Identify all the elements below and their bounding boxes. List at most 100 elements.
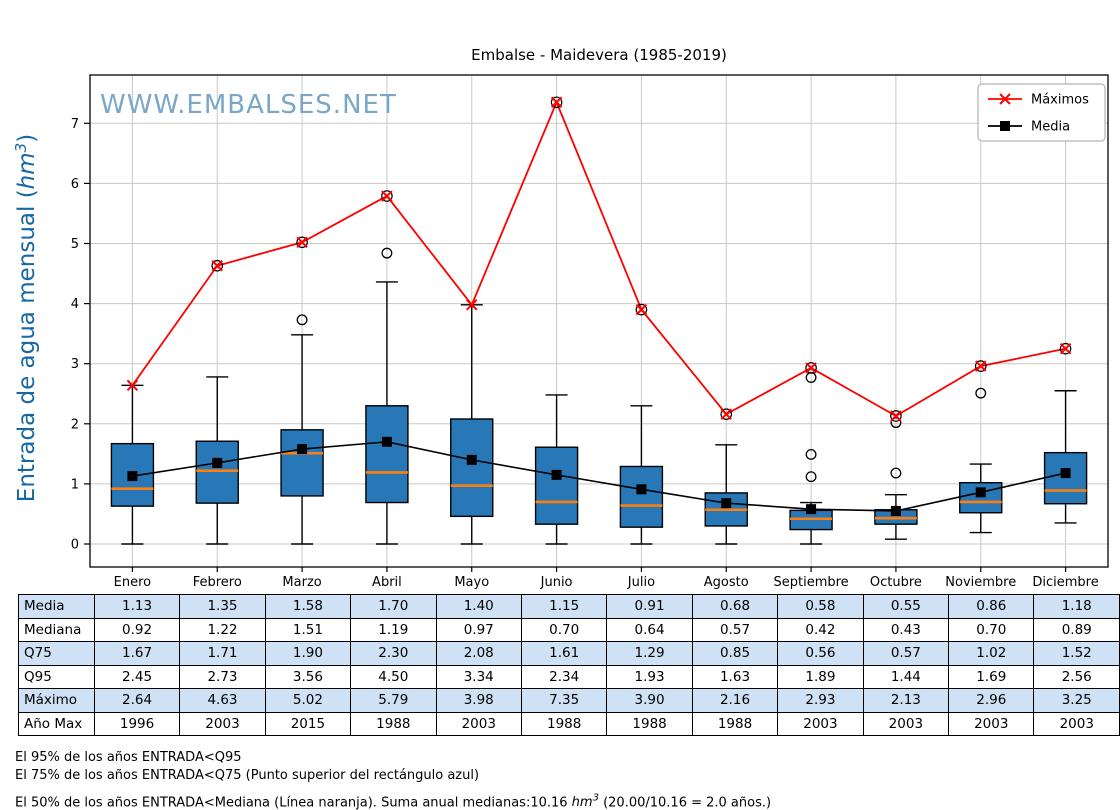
table-cell: 1.51 xyxy=(264,617,352,642)
table-cell: 1.93 xyxy=(606,664,693,689)
outlier-point xyxy=(975,387,987,399)
summary-table: Media 1.13 1.35 1.58 1.70 1.40 1.15 0.91 0.68 0.5… xyxy=(18,594,1120,736)
table-row: Año Max 1996 2003 2015 1988 2003 1988 1988 1988 2… xyxy=(18,711,1120,736)
legend-label: Máximos xyxy=(1031,93,1089,108)
x-tick-label: Febrero xyxy=(193,575,242,590)
table-cell: 2003 xyxy=(1033,711,1120,736)
outlier-point xyxy=(890,417,902,429)
mean-marker xyxy=(636,484,647,495)
table-cell: 0.64 xyxy=(606,617,693,642)
mean-marker xyxy=(297,444,308,455)
table-cell: 1.61 xyxy=(520,641,608,666)
table-cell: 2.13 xyxy=(862,688,950,713)
table-cell: 1.15 xyxy=(520,594,608,619)
mean-marker xyxy=(127,471,138,482)
table-cell: 0.57 xyxy=(691,617,779,642)
table-row: Q75 1.67 1.71 1.90 2.30 2.08 1.61 1.29 0.85 0.56 0… xyxy=(18,641,1120,666)
table-cell: 0.91 xyxy=(606,594,693,619)
box xyxy=(195,440,239,504)
max-marker-x xyxy=(126,379,139,392)
table-cell: 3.98 xyxy=(435,688,522,713)
table-cell: 1988 xyxy=(691,711,779,736)
watermark: WWW.EMBALSES.NET xyxy=(100,90,397,120)
max-marker-x xyxy=(211,260,223,272)
table-cell: 1.13 xyxy=(93,594,181,619)
table-cell: 1.67 xyxy=(93,641,181,666)
x-tick-label: Agosto xyxy=(704,575,749,590)
max-outlier-circle xyxy=(974,360,987,372)
plot-frame xyxy=(89,74,1109,568)
y-tick-label: 7 xyxy=(71,117,79,132)
axis-labels: 0 1 2 3 4 5 6 7 Enero Febrero Marzo Abril Mayo Junio J… xyxy=(71,117,1099,590)
y-tick-label: 2 xyxy=(71,417,79,432)
table-cell: 1.90 xyxy=(264,641,352,666)
box xyxy=(280,429,324,497)
x-tick-label: Marzo xyxy=(282,575,321,590)
table-cell: 2.73 xyxy=(179,664,266,689)
table-cell: 0.70 xyxy=(948,617,1035,642)
max-outlier-circle xyxy=(805,362,817,374)
table-cell: 0.57 xyxy=(862,641,950,666)
outlier-point xyxy=(890,467,902,479)
table-cell: 1.69 xyxy=(948,664,1035,689)
table-cell: 0.70 xyxy=(520,617,608,642)
mean-marker xyxy=(466,454,477,465)
table-row: Mediana 0.92 1.22 1.51 1.19 0.97 0.70 0.64 0.57 0… xyxy=(18,617,1120,642)
max-outlier-circle xyxy=(890,410,902,422)
table-cell: 1.63 xyxy=(691,664,779,689)
max-marker-x xyxy=(1059,342,1072,355)
x-tick-label: Enero xyxy=(114,575,152,590)
table-cell: 1988 xyxy=(350,711,437,736)
mean-marker xyxy=(975,487,986,498)
table-cell: 1996 xyxy=(93,711,181,736)
y-axis-label: Entrada de agua mensual (hm3) xyxy=(12,134,40,502)
table-cell: 2003 xyxy=(179,711,266,736)
box xyxy=(450,418,494,518)
box xyxy=(1043,451,1088,505)
max-marker-x xyxy=(975,360,987,372)
outlier-point xyxy=(296,314,308,326)
table-cell: 3.25 xyxy=(1033,688,1120,713)
x-tick-label: Noviembre xyxy=(945,575,1016,590)
legend-square-marker xyxy=(1000,121,1010,131)
table-cell: 1.44 xyxy=(862,664,950,689)
x-tick-label: Abril xyxy=(372,575,402,590)
max-outlier-circle xyxy=(381,190,393,202)
max-line xyxy=(131,99,1066,418)
table-cell: 0.85 xyxy=(691,641,779,666)
max-marker-x xyxy=(550,96,563,108)
table-cell: 1.52 xyxy=(1033,641,1120,666)
x-tick-label: Junio xyxy=(540,575,573,590)
y-tick-label: 1 xyxy=(71,477,79,492)
table-cell: 2.96 xyxy=(948,688,1035,713)
y-tick-label: 0 xyxy=(71,538,79,553)
legend-x-marker xyxy=(999,93,1011,105)
table-row-label: Mediana xyxy=(18,617,95,642)
grid xyxy=(90,75,1108,567)
mean-marker xyxy=(890,505,901,516)
mean-marker xyxy=(1060,468,1071,479)
box xyxy=(619,465,664,528)
y-tick-label: 3 xyxy=(71,357,79,372)
table-cell: 1988 xyxy=(520,711,608,736)
table-row-label: Máximo xyxy=(18,688,95,713)
table-cell: 2.45 xyxy=(93,664,181,689)
table-cell: 4.50 xyxy=(350,664,437,689)
max-outlier-circle xyxy=(720,408,733,420)
table-cell: 0.86 xyxy=(948,594,1035,619)
footnote-mediana: El 50% de los años ENTRADA<Mediana (Líne… xyxy=(15,793,772,810)
table-cell: 1.58 xyxy=(264,594,352,619)
table-row-label: Año Max xyxy=(18,711,95,736)
table-cell: 7.35 xyxy=(520,688,608,713)
footnote-q75: El 75% de los años ENTRADA<Q75 (Punto su… xyxy=(15,768,480,783)
y-tick-label: 4 xyxy=(71,297,79,312)
max-marker-x xyxy=(381,190,393,202)
y-tick-label: 5 xyxy=(71,237,79,252)
table-row: Media 1.13 1.35 1.58 1.70 1.40 1.15 0.91 0.68 0.5… xyxy=(18,594,1120,619)
mean-marker xyxy=(551,469,562,480)
x-tick-label: Julio xyxy=(627,575,655,590)
table-cell: 0.97 xyxy=(435,617,522,642)
x-tick-label: Octubre xyxy=(870,575,922,590)
footnote-q95: El 95% de los años ENTRADA<Q95 xyxy=(15,750,242,765)
